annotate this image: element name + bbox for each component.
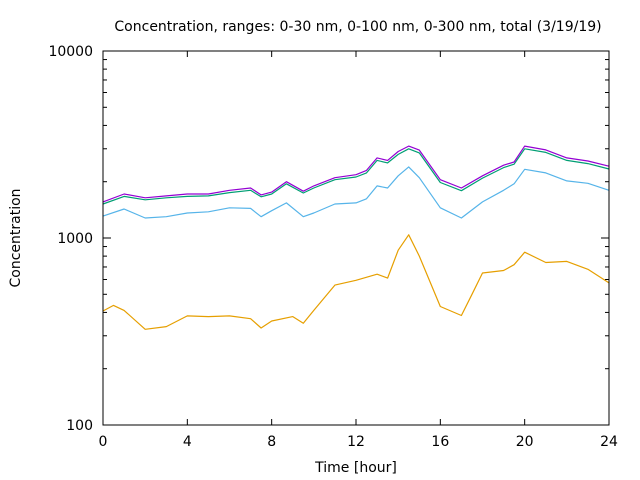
y-tick-label: 1000 — [57, 231, 93, 247]
y-tick-label: 100 — [66, 418, 93, 434]
series-line-0-30-nm — [102, 234, 610, 330]
chart-title: Concentration, ranges: 0-30 nm, 0-100 nm… — [114, 19, 601, 35]
series-line-total — [102, 145, 610, 203]
x-tick-label: 20 — [516, 434, 534, 450]
x-tick-label: 12 — [347, 434, 365, 450]
plot-frame — [102, 50, 610, 426]
x-tick-label: 8 — [267, 434, 276, 450]
x-tick-label: 4 — [183, 434, 192, 450]
x-axis-label: Time [hour] — [314, 460, 397, 476]
x-tick-label: 0 — [99, 434, 108, 450]
x-tick-label: 16 — [431, 434, 449, 450]
series-line-0-100-nm — [102, 166, 610, 219]
x-tick-label: 24 — [600, 434, 618, 450]
y-axis-label: Concentration — [8, 188, 24, 287]
series-line-0-300-nm — [102, 148, 610, 205]
y-tick-label: 10000 — [48, 44, 93, 60]
